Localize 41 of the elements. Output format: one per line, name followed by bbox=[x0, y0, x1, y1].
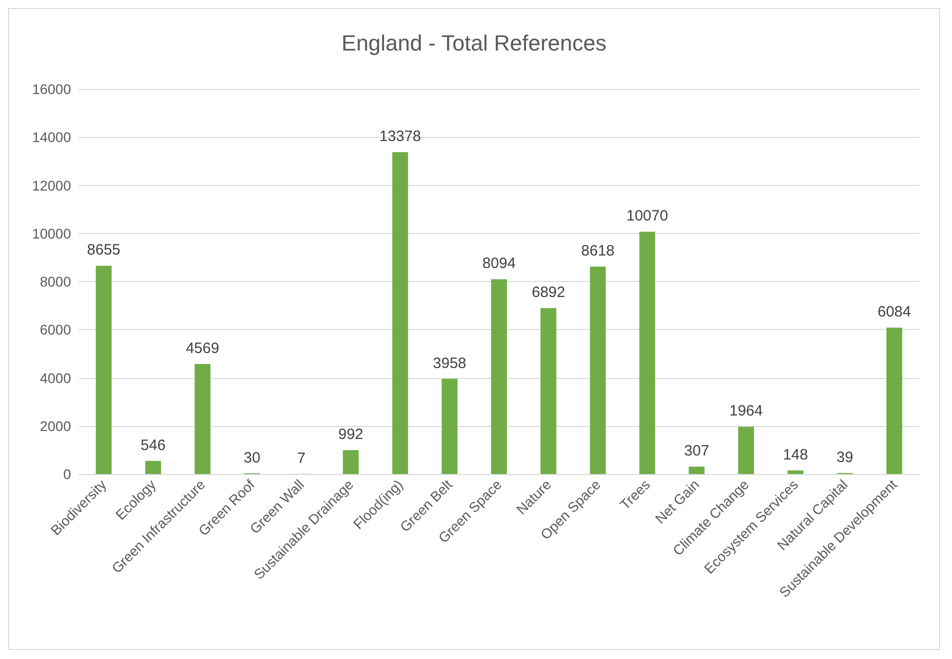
data-label: 3958 bbox=[432, 354, 466, 372]
y-tick-label: 12000 bbox=[32, 177, 72, 194]
bar bbox=[590, 266, 606, 474]
bar bbox=[194, 364, 210, 474]
data-label: 7 bbox=[297, 450, 306, 467]
data-label: 10070 bbox=[626, 208, 668, 225]
bar bbox=[145, 460, 162, 474]
y-tick-label: 8000 bbox=[40, 274, 72, 290]
bar bbox=[738, 426, 754, 474]
y-tick-label: 16000 bbox=[32, 81, 72, 97]
bar bbox=[540, 308, 556, 474]
y-tick-label: 0 bbox=[63, 466, 72, 482]
data-label: 8655 bbox=[87, 242, 120, 259]
data-label: 148 bbox=[782, 446, 808, 464]
bar bbox=[96, 266, 112, 474]
y-tick-label: 2000 bbox=[40, 418, 72, 434]
y-tick-label: 6000 bbox=[40, 322, 72, 338]
data-label: 4569 bbox=[186, 340, 220, 358]
bar bbox=[442, 378, 458, 474]
data-label: 8618 bbox=[581, 242, 615, 260]
data-label: 8094 bbox=[482, 255, 516, 272]
data-label: 6084 bbox=[878, 304, 911, 321]
y-tick-label: 10000 bbox=[32, 225, 72, 242]
data-label: 6892 bbox=[532, 284, 566, 302]
chart-title: England - Total References bbox=[342, 30, 606, 56]
bar bbox=[392, 152, 408, 474]
data-label: 1964 bbox=[729, 402, 763, 420]
bar bbox=[688, 466, 705, 474]
data-label: 39 bbox=[836, 449, 854, 466]
data-label: 992 bbox=[338, 426, 364, 444]
bar bbox=[342, 450, 359, 474]
bar bbox=[788, 470, 804, 474]
bar bbox=[491, 279, 507, 474]
bar bbox=[886, 328, 902, 474]
data-label: 546 bbox=[140, 436, 166, 454]
y-tick-label: 4000 bbox=[40, 370, 72, 386]
data-label: 30 bbox=[244, 449, 260, 466]
y-tick-label: 14000 bbox=[32, 129, 72, 146]
bar bbox=[639, 232, 656, 474]
data-label: 307 bbox=[684, 442, 710, 460]
data-label: 13378 bbox=[379, 128, 422, 146]
